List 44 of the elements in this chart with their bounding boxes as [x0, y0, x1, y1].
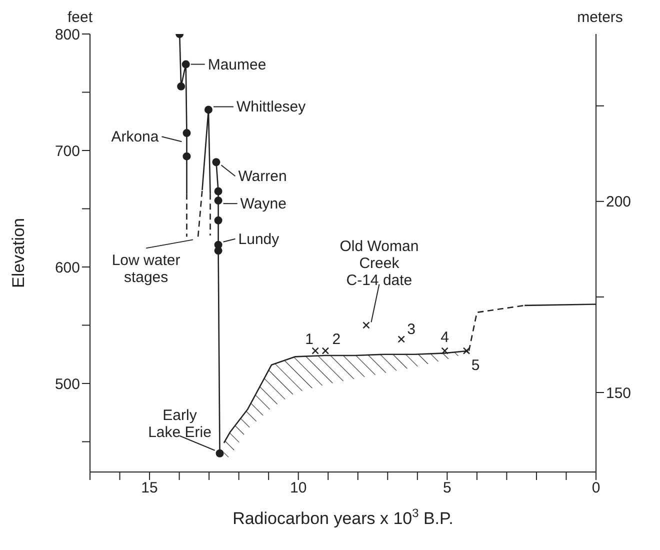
annotation: Early Lake Erie	[148, 406, 212, 441]
annotation: 3	[407, 321, 416, 338]
annotation: Low water stages	[112, 252, 180, 286]
annotation: Whittlesey	[236, 98, 306, 116]
y-tick-label: 600	[54, 259, 80, 276]
point	[214, 246, 222, 255]
x-tick-label: 5	[443, 480, 452, 497]
point	[216, 449, 224, 458]
x-tick-label: 15	[141, 480, 158, 497]
y2-tick-label: 200	[606, 194, 632, 211]
x-tick-label: 10	[290, 480, 307, 497]
point	[177, 82, 186, 90]
point	[322, 347, 330, 354]
point	[462, 347, 470, 354]
point	[214, 196, 222, 205]
annotation: Lundy	[238, 230, 280, 248]
annotation: Warren	[238, 168, 287, 186]
annotation: Maumee	[208, 56, 266, 74]
point	[398, 336, 405, 343]
point	[182, 152, 191, 160]
annotation: Old Woman Creek C-14 date	[340, 238, 419, 290]
y-tick-label: 500	[54, 376, 80, 393]
annotation: 1	[305, 330, 314, 348]
point	[204, 106, 212, 114]
point	[182, 60, 190, 68]
annotation: 5	[471, 356, 480, 374]
point	[312, 347, 319, 354]
y-tick-label: 800	[54, 26, 80, 44]
annotation: Arkona	[111, 128, 160, 146]
y-axis-title: Elevation	[9, 218, 28, 288]
annotation: 2	[332, 330, 341, 348]
point	[441, 347, 448, 354]
annotation: Wayne	[240, 196, 286, 213]
point	[214, 216, 222, 224]
x-axis-title: Radiocarbon years x 10$^{3}$ B.P.	[232, 506, 454, 528]
x-tick-label: 0	[592, 480, 600, 497]
point	[214, 187, 222, 196]
text: feet	[67, 9, 94, 26]
point	[182, 129, 191, 138]
y2-tick-label: 150	[606, 384, 632, 402]
point	[212, 158, 220, 166]
y2-axis-title: meters	[577, 9, 623, 26]
y-tick-label: 700	[54, 142, 80, 160]
annotation: 4	[440, 328, 449, 346]
